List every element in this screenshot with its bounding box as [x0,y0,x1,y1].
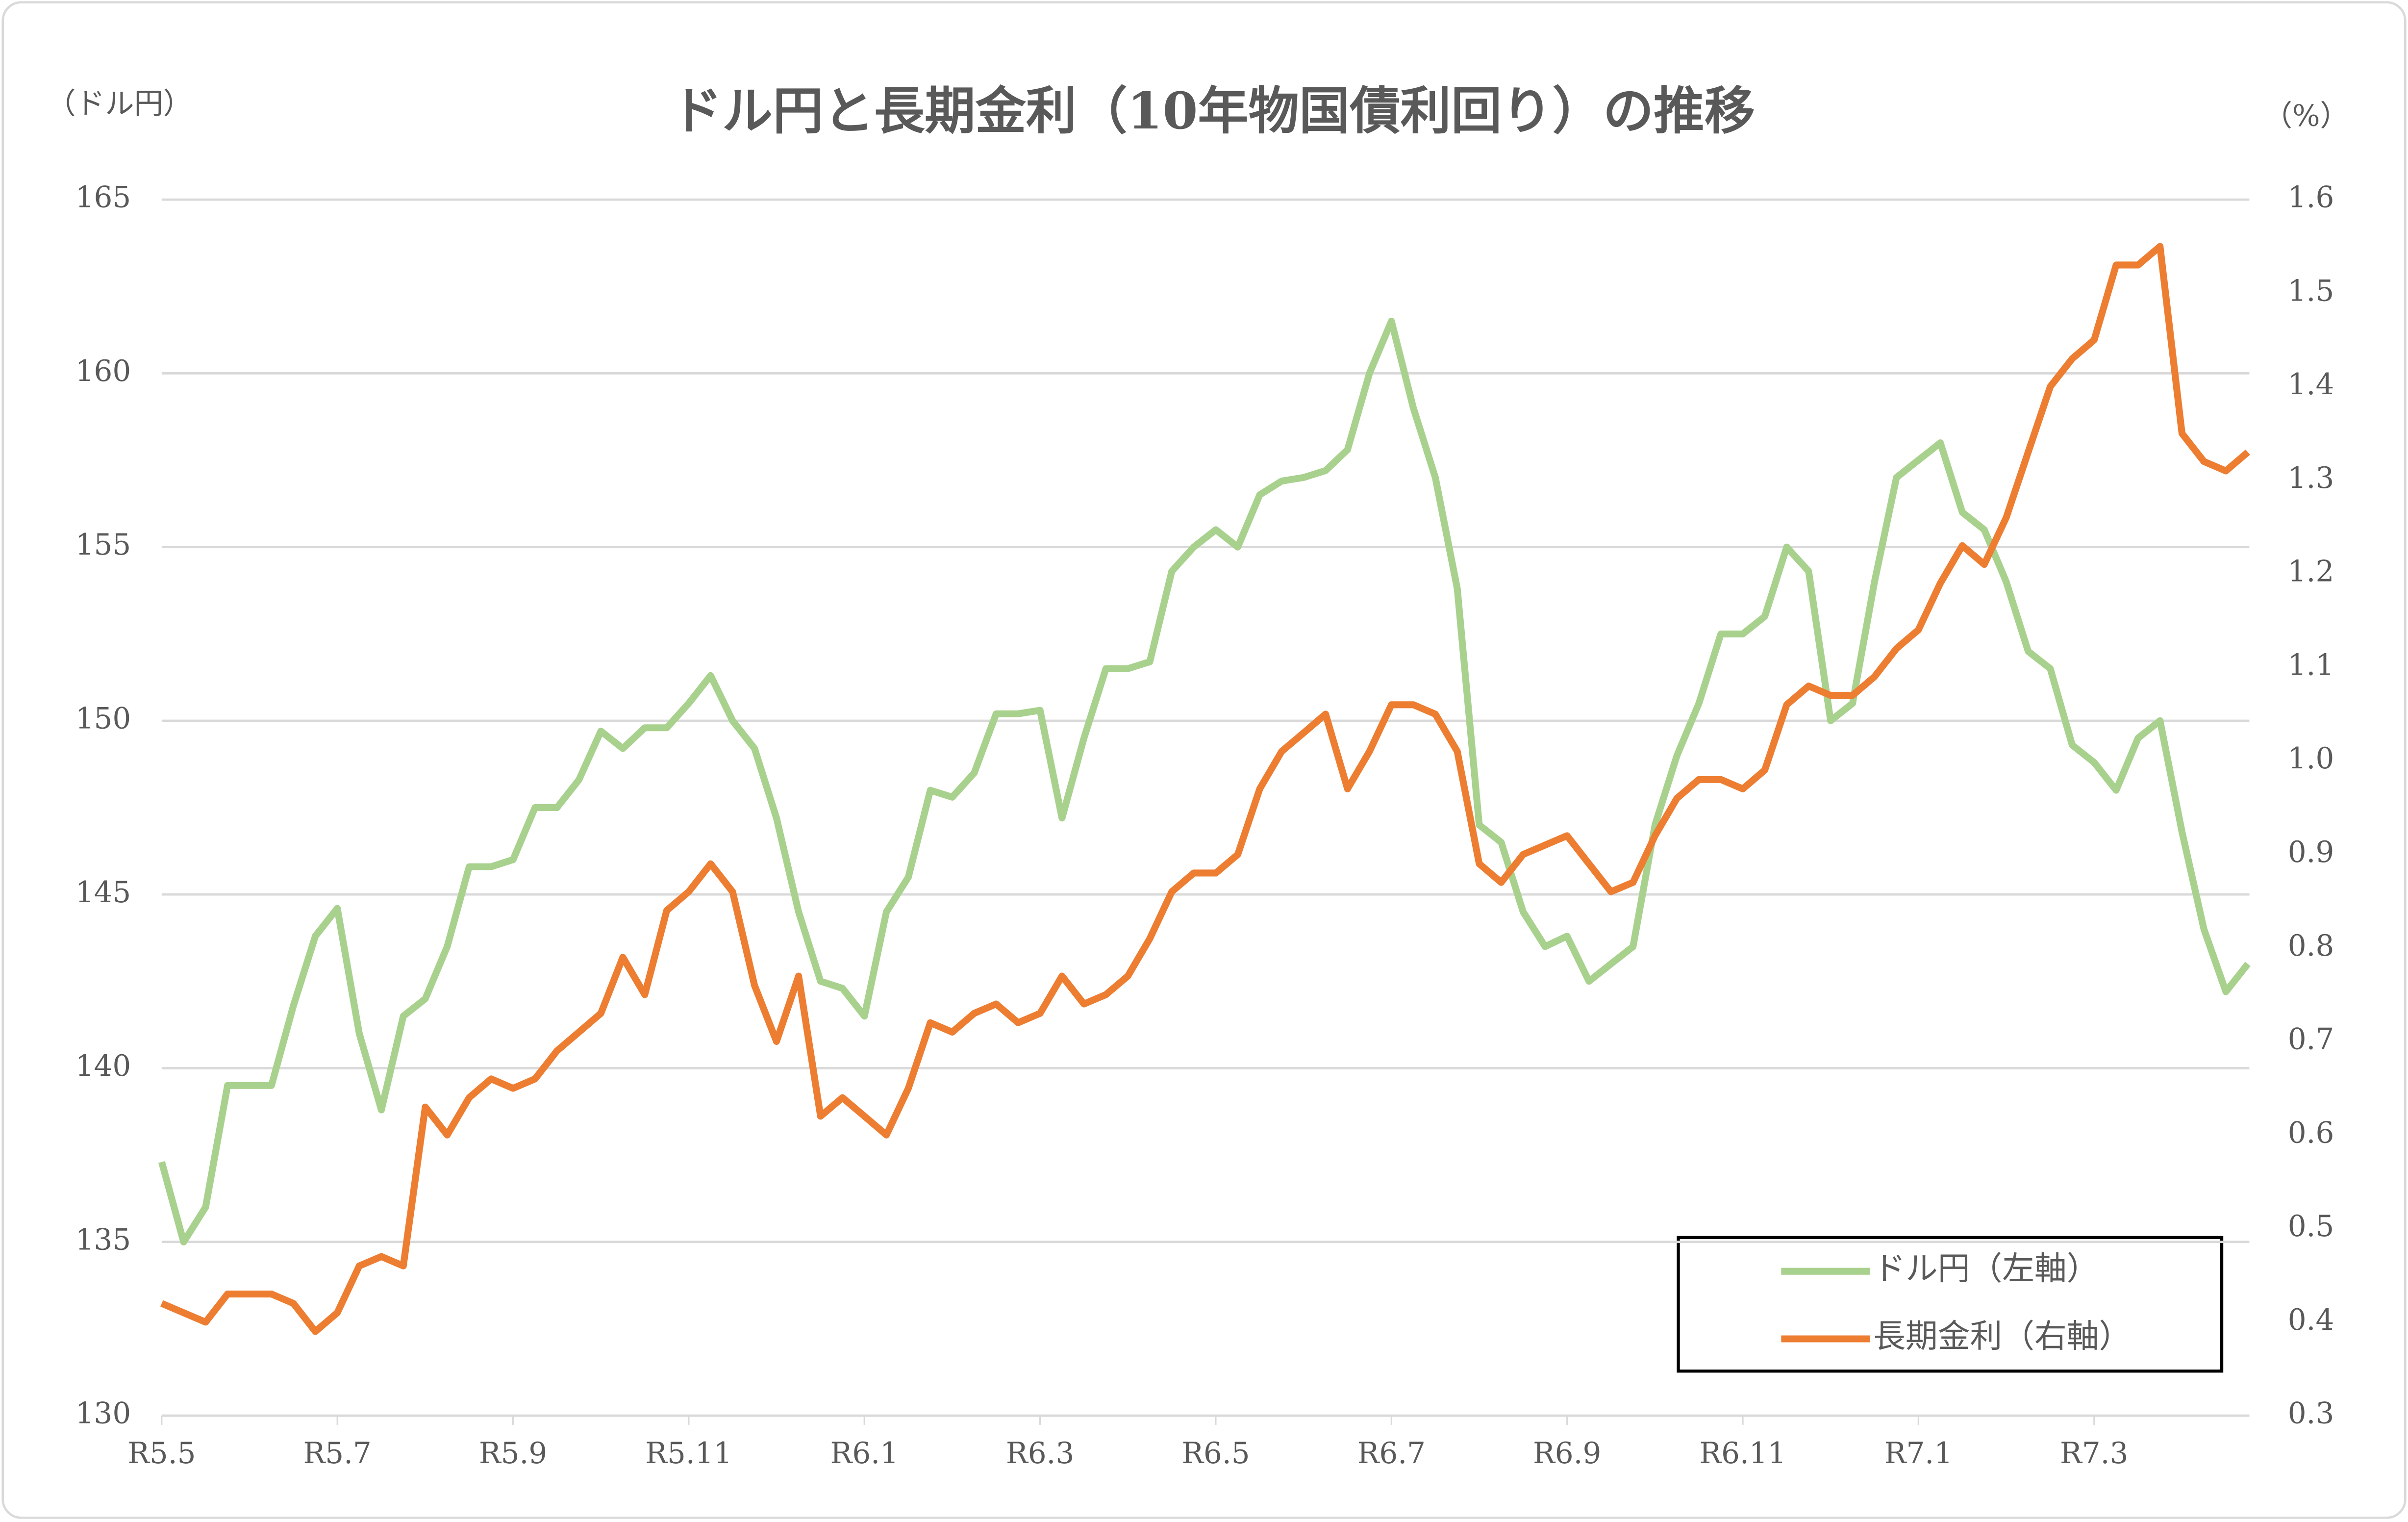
y-tick-label: 160 [75,355,131,388]
legend-box [1677,1236,2224,1373]
y2-tick-label: 0.5 [2288,1210,2334,1243]
y2-tick-label: 0.9 [2288,836,2334,869]
y-axis-label: （ドル円） [47,87,192,121]
x-tick-label: R6.7 [1357,1437,1426,1471]
line-series [160,243,2250,1335]
y2-tick-label: 1.0 [2288,742,2334,776]
x-tick-label: R5.7 [303,1437,371,1471]
y-tick-label: 130 [75,1397,131,1431]
line-series [158,318,2251,1245]
y2-tick-label: 1.5 [2288,274,2334,308]
x-tick-label: R7.3 [2060,1437,2128,1471]
y-tick-label: 145 [75,876,131,910]
x-tick-label: R6.5 [1181,1437,1250,1471]
y2-tick-label: 0.4 [2288,1303,2334,1337]
y-tick-label: 165 [75,181,131,215]
y2-tick-label: 1.2 [2288,555,2334,589]
x-tick-label: R5.11 [645,1437,732,1471]
y2-tick-label: 1.3 [2288,461,2334,495]
y-tick-label: 150 [75,702,131,736]
x-tick-label: R5.9 [479,1437,547,1471]
x-tick-label: R6.11 [1699,1437,1786,1471]
legend-label: 長期金利（右軸） [1873,1318,2131,1355]
y2-tick-label: 0.8 [2288,929,2334,963]
y2-tick-label: 0.7 [2288,1023,2334,1057]
y2-tick-label: 1.4 [2288,368,2334,402]
y2-tick-label: 1.6 [2288,181,2334,215]
y2-tick-label: 0.3 [2288,1397,2334,1431]
y2-tick-label: 1.1 [2288,648,2334,682]
x-tick-label: R5.5 [127,1437,196,1471]
x-tick-label: R7.1 [1884,1437,1953,1471]
chart-title: ドル円と長期金利（10年物国債利回り）の推移 [672,81,1755,141]
legend-label: ドル円（左軸） [1873,1250,2099,1288]
x-tick-label: R6.3 [1006,1437,1074,1471]
y-tick-label: 140 [75,1049,131,1083]
y2-axis-label: （%） [2263,100,2349,133]
x-tick-label: R6.9 [1533,1437,1601,1471]
y-tick-label: 135 [75,1223,131,1257]
y-tick-label: 155 [75,528,131,562]
x-tick-label: R6.1 [830,1437,899,1471]
y2-tick-label: 0.6 [2288,1116,2334,1150]
